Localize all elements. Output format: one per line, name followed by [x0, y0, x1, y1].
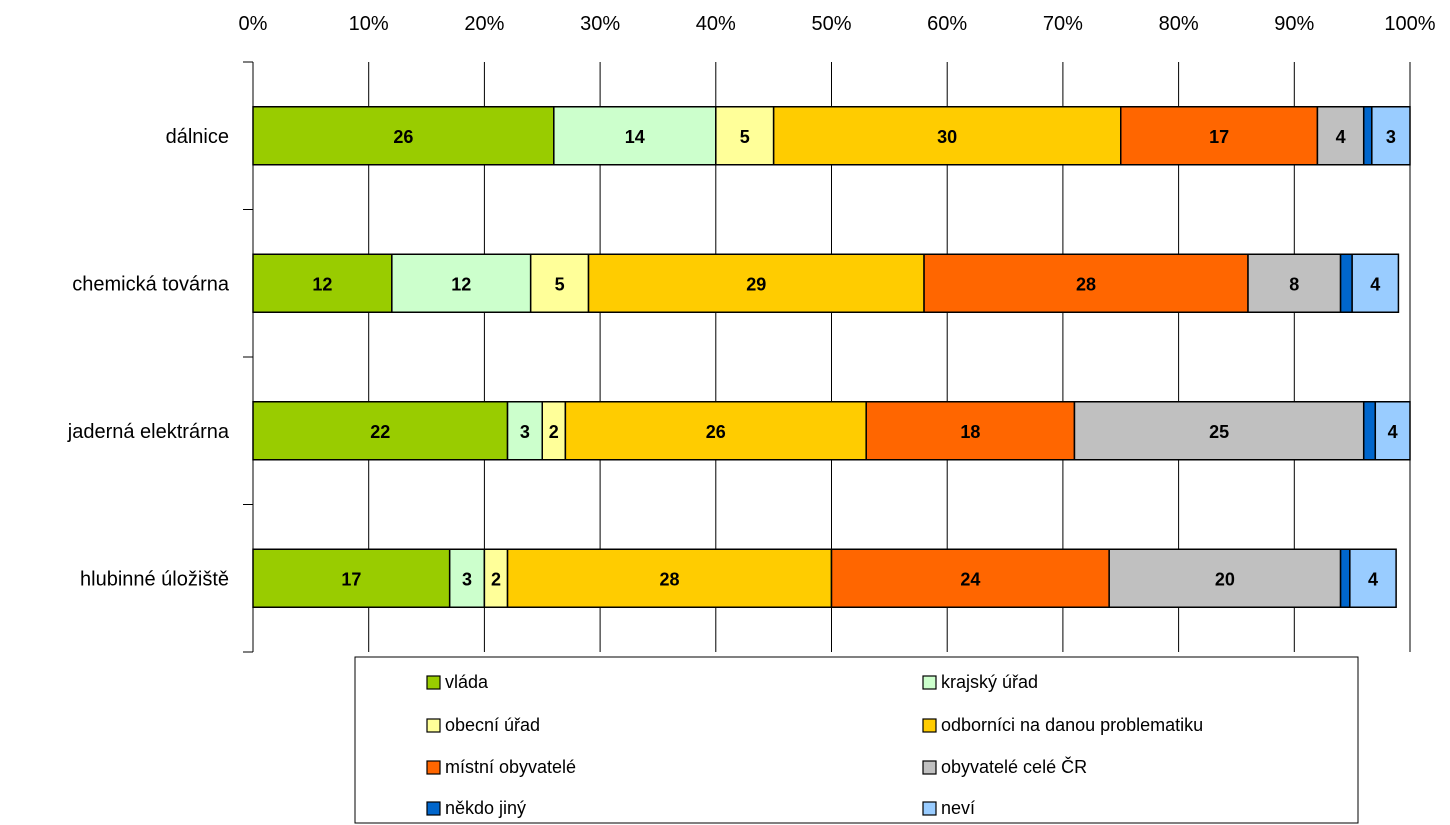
category-labels: dálnice chemická továrna jaderná elektrárn… — [67, 126, 230, 591]
x-tick-label: 50% — [811, 13, 851, 35]
bar-segment — [506, 401, 544, 461]
x-tick-label: 20% — [464, 13, 504, 35]
legend-box — [354, 656, 1359, 824]
legend-swatch — [426, 760, 441, 775]
bar-segment — [1073, 401, 1365, 461]
data-label: 24 — [960, 569, 980, 589]
x-tick-label: 30% — [580, 13, 620, 35]
data-label: 25 — [1209, 422, 1229, 442]
x-tick-label: 80% — [1159, 13, 1199, 35]
data-label: 12 — [451, 274, 471, 294]
legend-label: obyvatelé celé ČR — [941, 756, 1087, 777]
data-label: 17 — [341, 569, 361, 589]
bar-segment — [448, 548, 486, 608]
bar-segment — [1374, 401, 1411, 461]
bar-segment — [715, 106, 775, 166]
data-label: 12 — [312, 274, 332, 294]
legend: vláda krajský úřad obecní úřad odborníci na… — [354, 656, 1359, 824]
bar-segment — [772, 106, 1122, 166]
bar-segment — [1351, 253, 1400, 313]
bar-segment — [1339, 253, 1353, 313]
x-tick-label: 90% — [1274, 13, 1314, 35]
data-label: 17 — [1209, 127, 1229, 147]
legend-swatch — [426, 801, 441, 816]
category-label: chemická továrna — [72, 273, 230, 295]
data-label: 8 — [1289, 274, 1299, 294]
data-label: 14 — [625, 127, 645, 147]
data-label: 5 — [555, 274, 565, 294]
bar-segment — [564, 401, 867, 461]
x-tick-label: 40% — [696, 13, 736, 35]
x-tick-label: 60% — [927, 13, 967, 35]
bar-segment — [587, 253, 925, 313]
bar-segment — [1349, 548, 1397, 608]
legend-label: vláda — [445, 672, 489, 692]
bar-segment — [1120, 106, 1319, 166]
legend-swatch — [922, 801, 937, 816]
bar-segment — [1339, 548, 1351, 608]
bar-segment — [1362, 401, 1377, 461]
bar-segment — [830, 548, 1110, 608]
legend-label: neví — [941, 798, 975, 818]
data-label: 26 — [393, 127, 413, 147]
data-label: 3 — [1386, 127, 1396, 147]
bar-segment — [1316, 106, 1365, 166]
bar-segment — [553, 106, 717, 166]
legend-label: místní obyvatelé — [445, 757, 576, 777]
data-label: 22 — [370, 422, 390, 442]
data-label: 4 — [1370, 274, 1380, 294]
data-label: 30 — [937, 127, 957, 147]
legend-swatch — [426, 675, 441, 690]
legend-swatch — [922, 718, 937, 733]
data-label: 18 — [960, 422, 980, 442]
data-label: 4 — [1388, 422, 1398, 442]
x-tick-label: 70% — [1043, 13, 1083, 35]
bar-segment — [1247, 253, 1342, 313]
data-label: 28 — [660, 569, 680, 589]
data-label: 5 — [740, 127, 750, 147]
legend-swatch — [922, 760, 937, 775]
bar-segment — [252, 253, 393, 313]
category-label: dálnice — [166, 126, 229, 148]
bars: 26 14 5 30 17 4 312 12 5 29 28 8 422 3 2 26 18 25 417 3 2 28 2… — [252, 106, 1411, 608]
legend-swatch — [922, 675, 937, 690]
bar-segment — [1362, 106, 1373, 166]
data-label: 3 — [520, 422, 530, 442]
legend-label: odborníci na danou problematiku — [941, 715, 1203, 735]
data-label: 28 — [1076, 274, 1096, 294]
data-label: 2 — [549, 422, 559, 442]
legend-label: krajský úřad — [941, 672, 1038, 692]
bar-segment — [252, 548, 451, 608]
y-axis — [243, 61, 254, 653]
data-label: 4 — [1336, 127, 1346, 147]
legend-label: obecní úřad — [445, 715, 540, 735]
legend-label: někdo jiný — [445, 798, 526, 818]
x-axis-ticks: 0% 10% 20% 30% 40% 50% 60% 70% 80% 90% 100% — [239, 13, 1436, 35]
x-tick-label: 100% — [1384, 13, 1435, 35]
legend-swatch — [426, 718, 441, 733]
x-tick-label: 10% — [349, 13, 389, 35]
bar-segment — [252, 106, 555, 166]
category-label: hlubinné úložiště — [80, 568, 229, 590]
data-label: 29 — [746, 274, 766, 294]
x-tick-label: 0% — [239, 13, 268, 35]
data-label: 3 — [462, 569, 472, 589]
bar-segment — [865, 401, 1076, 461]
data-label: 20 — [1215, 569, 1235, 589]
bar-segment — [1371, 106, 1411, 166]
bar-segment — [529, 253, 590, 313]
data-label: 2 — [491, 569, 501, 589]
category-label: jaderná elektrárna — [67, 421, 230, 443]
data-label: 26 — [706, 422, 726, 442]
data-label: 4 — [1368, 569, 1378, 589]
